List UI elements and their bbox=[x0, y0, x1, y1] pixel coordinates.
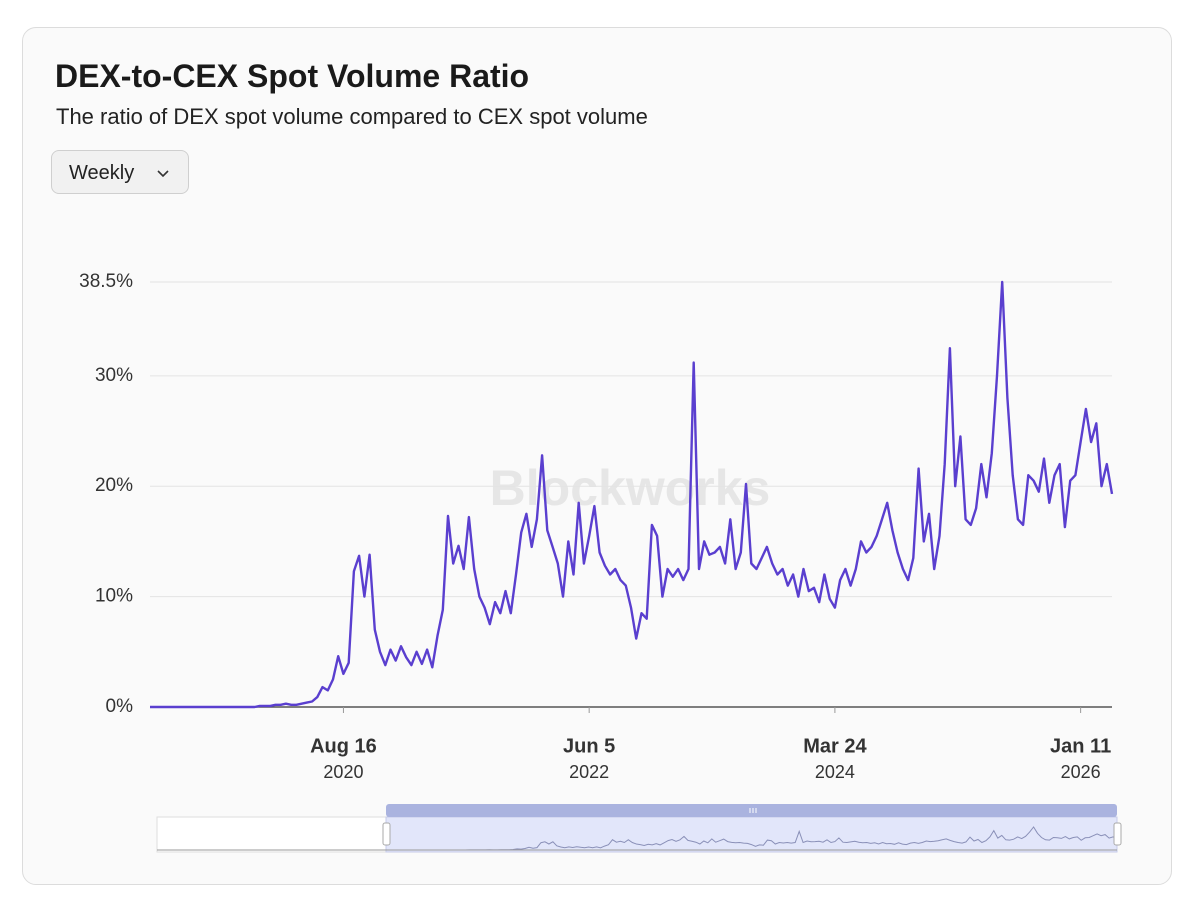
x-tick-year: 2026 bbox=[1061, 762, 1101, 782]
chevron bbox=[157, 170, 169, 178]
x-tick-label: Jan 11 bbox=[1050, 735, 1111, 757]
watermark: Blockworks bbox=[490, 460, 771, 516]
navigator-frame bbox=[156, 816, 1118, 853]
x-tick-year: 2022 bbox=[569, 762, 609, 782]
line bbox=[150, 280, 1114, 709]
subtitle: The ratio of DEX spot volume compared to… bbox=[56, 104, 648, 129]
y-tick-label: 30% bbox=[95, 365, 133, 386]
x-tick-label: Mar 24 bbox=[803, 735, 867, 757]
dropdown-label: Weekly bbox=[69, 162, 135, 184]
navigator-handle[interactable] bbox=[1113, 822, 1122, 846]
y-tick-label: 38.5% bbox=[79, 271, 133, 292]
interval-dropdown[interactable]: Weekly bbox=[51, 150, 189, 194]
navigator-handle[interactable] bbox=[382, 822, 391, 846]
y-tick-label: 20% bbox=[95, 475, 133, 496]
y-tick-label: 10% bbox=[95, 586, 133, 607]
x-tick-label: Aug 16 bbox=[310, 735, 377, 757]
x-tick-year: 2020 bbox=[323, 762, 363, 782]
x-tick-year: 2024 bbox=[815, 762, 855, 782]
title: DEX-to-CEX Spot Volume Ratio bbox=[55, 58, 530, 94]
card: DEX-to-CEX Spot Volume Ratio The ratio o… bbox=[22, 27, 1172, 885]
navigator-bar bbox=[386, 804, 1117, 817]
navigator-selection bbox=[385, 816, 1118, 853]
y-tick-label: 0% bbox=[106, 696, 134, 717]
x-tick-label: Jun 5 bbox=[563, 735, 615, 757]
